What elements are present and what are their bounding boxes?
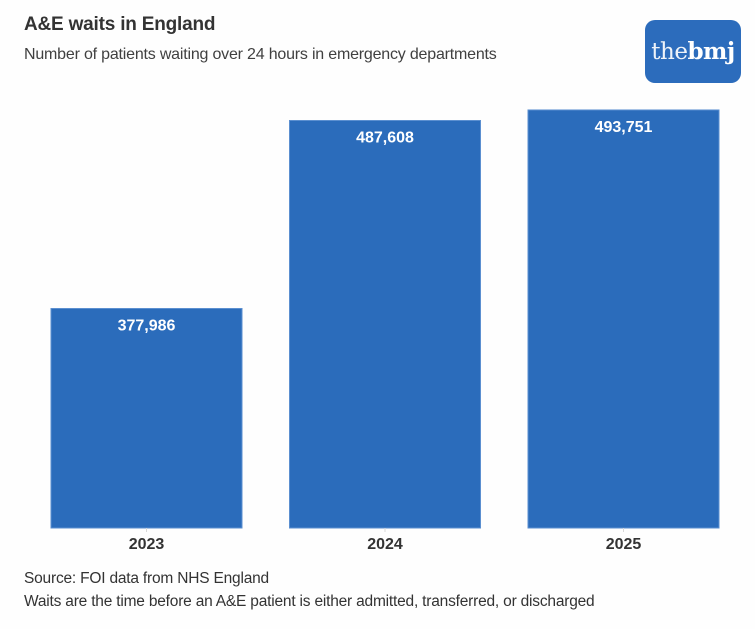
bar-2023 [50,308,243,529]
bar-2024 [289,120,481,529]
bars-group [50,109,720,529]
bar-labels-group: 377,986 487,608 493,751 [118,119,653,335]
chart-subtitle: Number of patients waiting over 24 hours… [24,46,497,63]
x-axis-labels-group: 2023 2024 2025 [129,536,642,553]
logo-text-bmj: bmj [687,38,735,65]
bmj-logo: the bmj [645,20,741,83]
x-tick-label-2023: 2023 [129,536,165,553]
bar-value-label-2023: 377,986 [118,318,176,335]
bar-value-label-2025: 493,751 [595,119,653,136]
caption-note: Waits are the time before an A&E patient… [24,593,595,610]
bar-2025 [527,109,720,529]
x-tick-label-2025: 2025 [606,536,642,553]
bar-value-label-2024: 487,608 [356,130,414,147]
source-note: Source: FOI data from NHS England [24,570,269,587]
chart-title: A&E waits in England [24,14,216,35]
x-tick-label-2024: 2024 [367,536,403,553]
logo-text-the: the [651,38,688,65]
x-axis-ticks-group [146,528,624,532]
